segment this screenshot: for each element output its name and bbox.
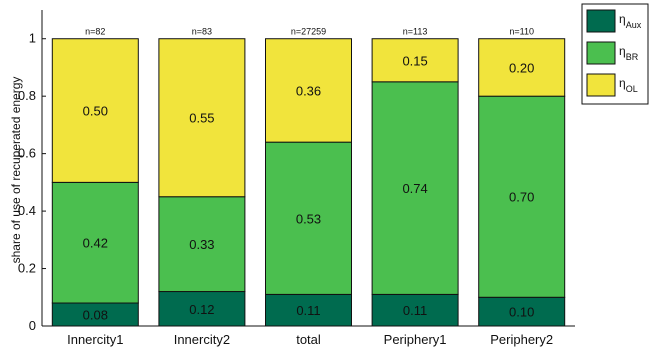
data-label: 0.42 <box>83 236 108 251</box>
legend-swatch <box>586 9 616 33</box>
data-label: 0.50 <box>83 104 108 119</box>
data-label: 0.08 <box>83 308 108 323</box>
legend-swatch <box>586 41 616 65</box>
bar-segment-ol <box>371 38 459 83</box>
sample-size-label: n=82 <box>85 27 105 37</box>
x-tick-label: Periphery2 <box>490 332 553 347</box>
bar-segment-aux <box>478 296 566 327</box>
legend-entry: ηBR <box>619 44 639 62</box>
legend-entry: ηAux <box>619 12 642 30</box>
legend-swatch <box>586 73 616 97</box>
data-label: 0.11 <box>296 303 320 318</box>
data-label: 0.36 <box>296 83 321 98</box>
bar-segment-br <box>158 196 246 293</box>
sample-size-label: n=113 <box>403 27 428 37</box>
data-label: 0.11 <box>403 303 427 318</box>
data-label: 0.20 <box>509 60 534 75</box>
data-label: 0.12 <box>189 302 214 317</box>
bar-segment-ol <box>51 38 139 183</box>
legend-entry: ηOL <box>619 76 638 94</box>
y-tick-label: 0.8 <box>18 88 36 103</box>
bar-segment-br <box>265 141 352 295</box>
x-tick-label: Innercity1 <box>67 332 123 347</box>
y-tick-label: 0.4 <box>18 203 36 218</box>
bar-segment-br <box>478 95 566 298</box>
bar-segment-br <box>371 81 459 295</box>
x-tick-label: Innercity2 <box>174 332 230 347</box>
x-tick-label: Periphery1 <box>384 332 447 347</box>
bar-segment-ol <box>158 38 246 198</box>
bar-segment-aux <box>265 293 352 327</box>
y-tick-label: 0 <box>29 318 36 333</box>
data-label: 0.70 <box>509 190 534 205</box>
legend: ηAux ηBR ηOL <box>581 3 649 105</box>
data-label: 0.53 <box>296 211 321 226</box>
sample-size-label: n=110 <box>509 27 534 37</box>
x-tick-label: total <box>296 332 321 347</box>
y-tick-label: 0.6 <box>18 146 36 161</box>
data-label: 0.15 <box>402 53 427 68</box>
y-tick-label: 0.2 <box>18 261 36 276</box>
bar-segment-ol <box>478 38 566 97</box>
bar-segment-br <box>51 181 139 304</box>
y-axis-label: share of use of recuperated energy <box>9 77 23 264</box>
sample-size-label: n=27259 <box>291 27 326 37</box>
data-label: 0.10 <box>509 305 534 320</box>
plot-area: 0 0.2 0.4 0.6 0.8 1 0.08 0.42 0.50 n=82 Innercity1… <box>18 10 575 347</box>
data-label: 0.33 <box>189 237 214 252</box>
sample-size-label: n=83 <box>192 27 212 37</box>
y-tick-label: 1 <box>29 31 36 46</box>
bar-segment-ol <box>265 38 352 143</box>
data-label: 0.74 <box>402 181 427 196</box>
data-label: 0.55 <box>189 111 214 126</box>
